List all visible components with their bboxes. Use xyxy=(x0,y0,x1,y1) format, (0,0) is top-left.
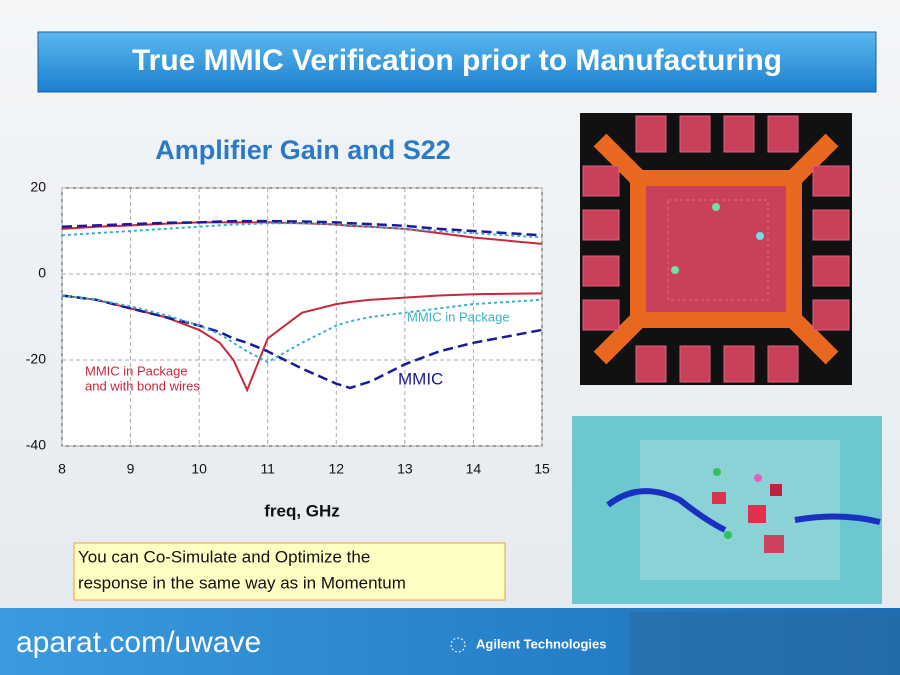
3d-view-image xyxy=(572,416,882,604)
callout-line: response in the same way as in Momentum xyxy=(78,573,406,592)
title-bar xyxy=(37,31,877,93)
chip-layout-image xyxy=(580,113,852,385)
x-tick-label: 14 xyxy=(466,461,482,477)
annotation: and with bond wires xyxy=(85,378,200,393)
x-tick-label: 15 xyxy=(534,461,550,477)
footer-panel xyxy=(630,612,900,675)
x-tick-label: 13 xyxy=(397,461,413,477)
y-tick-label: 0 xyxy=(38,265,46,281)
annotation: MMIC xyxy=(398,369,443,388)
x-tick-label: 11 xyxy=(260,461,275,477)
callout-box xyxy=(73,542,506,601)
annotation: MMIC in Package xyxy=(85,363,188,378)
x-tick-label: 10 xyxy=(191,461,207,477)
y-tick-label: -40 xyxy=(26,437,46,453)
callout-line: You can Co-Simulate and Optimize the xyxy=(78,547,370,566)
x-tick-label: 8 xyxy=(58,461,66,477)
series-line xyxy=(61,219,543,237)
footer-logo: Agilent Technologies xyxy=(476,636,607,651)
chart-title: Amplifier Gain and S22 xyxy=(155,135,451,165)
series-line xyxy=(61,294,543,390)
annotation: MMIC in Package xyxy=(407,309,510,324)
slide-title: True MMIC Verification prior to Manufact… xyxy=(132,44,782,77)
y-tick-label: 20 xyxy=(30,179,46,195)
x-tick-label: 12 xyxy=(328,461,344,477)
logo-mark xyxy=(450,637,466,653)
y-tick-label: -20 xyxy=(26,351,46,367)
series-line xyxy=(61,222,543,239)
x-tick-label: 9 xyxy=(127,461,135,477)
series-line xyxy=(61,294,543,364)
x-axis-label: freq, GHz xyxy=(264,501,340,520)
watermark: aparat.com/uwave xyxy=(16,626,261,659)
